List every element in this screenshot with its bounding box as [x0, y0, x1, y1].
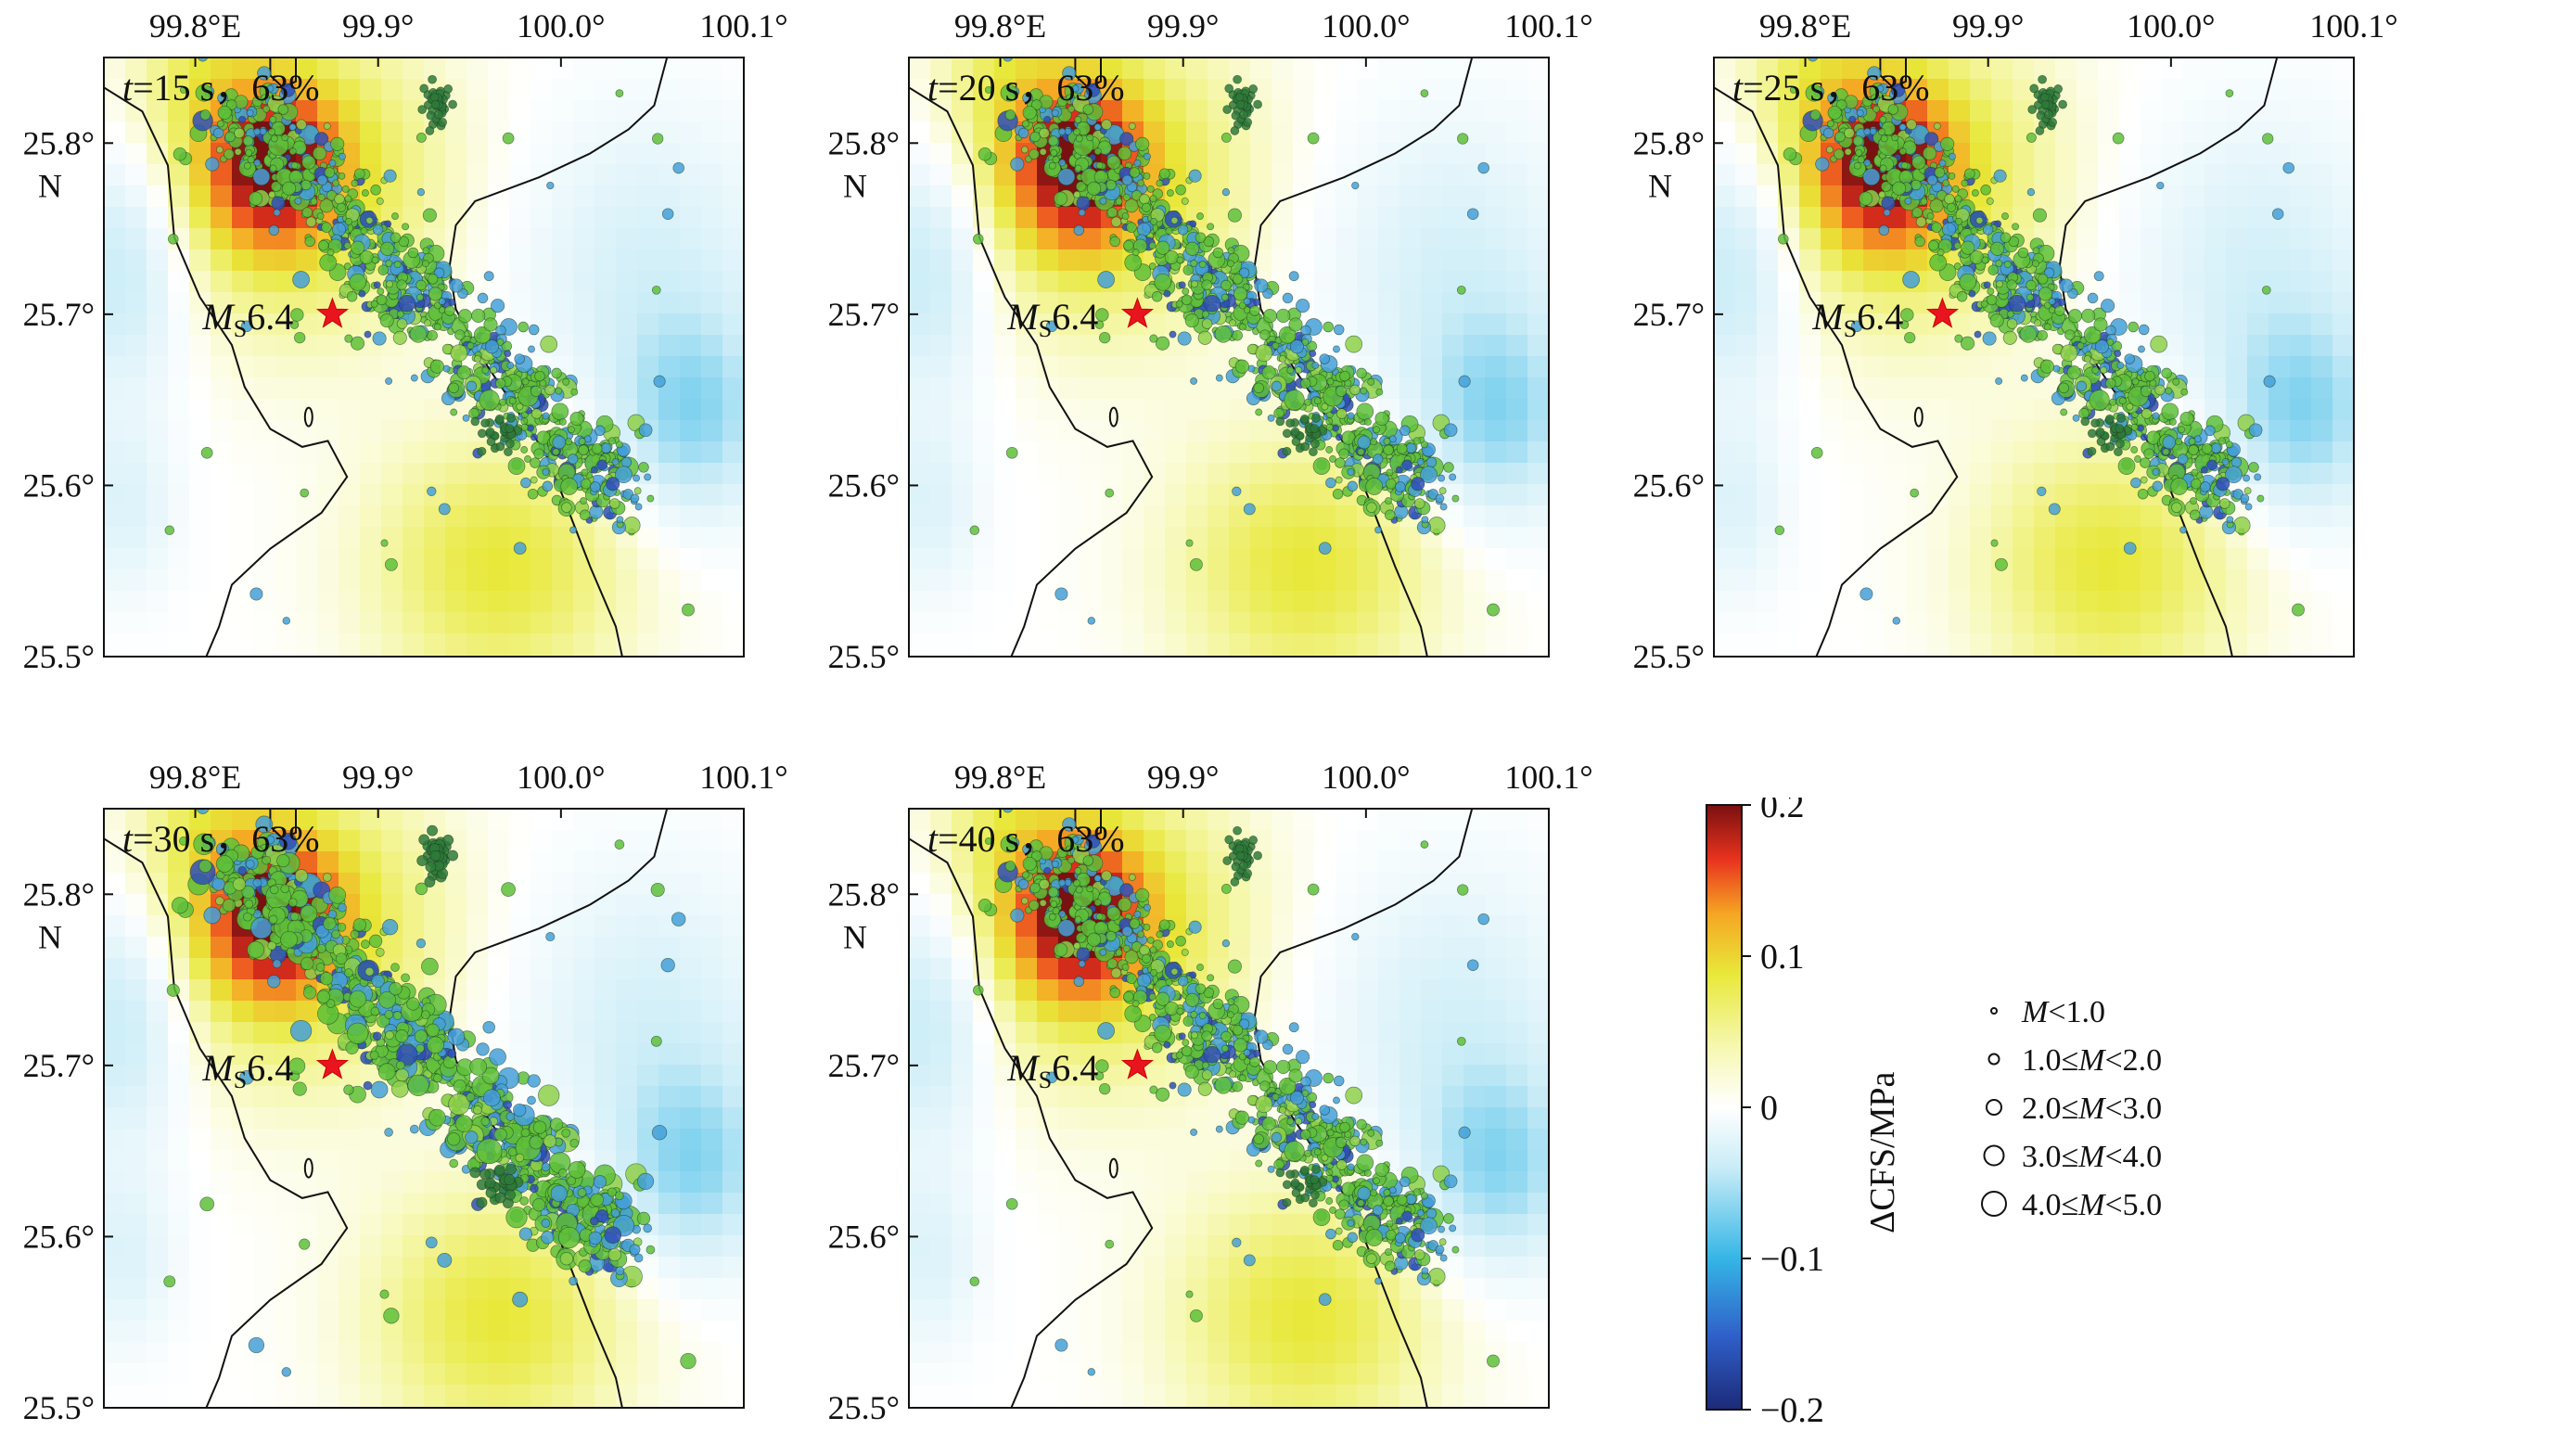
stress-field	[1714, 26, 2355, 677]
epicenter-label: MS6.4	[201, 296, 293, 342]
panel-time-label: t=20 s，63%	[927, 67, 1125, 109]
colorbar-tick-label: −0.2	[1760, 1391, 1824, 1428]
legend-circle	[1982, 1192, 2006, 1216]
legend-label: 2.0≤M<3.0	[2022, 1092, 2162, 1126]
lat-N-label: N	[38, 918, 62, 955]
lon-tick-label: 99.9°	[342, 759, 414, 796]
stress-field	[104, 26, 745, 677]
epicenter-label: MS6.4	[1006, 1047, 1098, 1093]
stress-field	[909, 777, 1550, 1428]
colorbar-title: ΔCFS/MPa	[1863, 1071, 1902, 1233]
stress-field	[909, 26, 1550, 677]
lat-tick-label: 25.5°	[1633, 638, 1705, 675]
lat-tick-label: 25.5°	[23, 1389, 95, 1426]
lat-tick-label: 25.8°	[828, 875, 900, 913]
lat-tick-label: 25.7°	[23, 296, 95, 333]
lon-tick-label: 99.8°E	[149, 7, 241, 45]
legend-circle	[1989, 1054, 2000, 1065]
lat-tick-label: 25.7°	[828, 296, 900, 333]
legend-label: 4.0≤M<5.0	[2022, 1188, 2162, 1222]
lon-tick-label: 100.0°	[517, 7, 605, 45]
panel-time-label: t=15 s，63%	[122, 67, 320, 109]
lon-tick-label: 100.0°	[517, 759, 605, 796]
lat-tick-label: 25.6°	[828, 1218, 900, 1255]
lon-tick-label: 99.9°	[1952, 7, 2024, 45]
lon-tick-label: 100.0°	[1322, 7, 1410, 45]
colorbar-tick-label: 0	[1760, 1089, 1778, 1128]
legend-circle	[1987, 1100, 2001, 1115]
legend-label: M<1.0	[2021, 995, 2105, 1029]
colorbar-title-box: ΔCFS/MPa	[1855, 983, 1911, 1261]
colorbar-tick-label: −0.1	[1760, 1240, 1824, 1279]
panel-time-label: t=25 s，63%	[1732, 67, 1930, 109]
lat-tick-label: 25.6°	[828, 466, 900, 504]
stress-field	[104, 775, 745, 1427]
lat-tick-label: 25.5°	[828, 638, 900, 675]
legend-circle	[1991, 1008, 1997, 1014]
legend-circle	[1985, 1146, 2004, 1166]
lat-tick-label: 25.6°	[23, 466, 95, 504]
legend-label: 3.0≤M<4.0	[2022, 1140, 2162, 1174]
lon-tick-label: 99.9°	[342, 7, 414, 45]
lon-tick-label: 99.9°	[1147, 7, 1219, 45]
lon-tick-label: 99.8°E	[149, 759, 241, 796]
lon-tick-label: 100.1°	[1504, 759, 1592, 796]
lon-tick-label: 99.8°E	[1759, 7, 1851, 45]
lat-N-label: N	[38, 167, 62, 204]
map-panel-1: MS6.4 99.8°E 99.9° 100.0° 100.1° 25.8° N 25.7° 2…	[0, 0, 798, 705]
map-panel-2: MS6.4 99.8°E 99.9° 100.0° 100.1° 25.8° N 25.7° 2…	[805, 0, 1603, 705]
map-panel-5: MS6.4 99.8°E 99.9° 100.0° 100.1° 25.8° N 25.7° 2…	[805, 751, 1603, 1456]
lat-tick-label: 25.7°	[1633, 296, 1705, 333]
lon-tick-label: 100.1°	[699, 7, 787, 45]
lat-N-label: N	[843, 918, 867, 955]
map-panel-3: MS6.4 99.8°E 99.9° 100.0° 100.1° 25.8° N 25.7° 2…	[1610, 0, 2408, 705]
lat-tick-label: 25.6°	[23, 1218, 95, 1255]
lat-tick-label: 25.8°	[1633, 124, 1705, 161]
lat-tick-label: 25.6°	[1633, 466, 1705, 504]
lat-tick-label: 25.5°	[828, 1389, 900, 1426]
magnitude-legend: M<1.0 1.0≤M<2.0 2.0≤M<3.0 3.0≤M<4.0 4.0≤M<5.…	[1975, 983, 2281, 1233]
map-panel-4: MS6.4 99.8°E 99.9° 100.0° 100.1° 25.8° N 25.7° 2…	[0, 751, 798, 1456]
lat-tick-label: 25.7°	[23, 1047, 95, 1084]
panel-time-label: t=40 s，63%	[927, 818, 1125, 860]
lat-tick-label: 25.8°	[828, 124, 900, 161]
lat-N-label: N	[843, 167, 867, 204]
lon-tick-label: 99.8°E	[954, 759, 1046, 796]
lon-tick-label: 99.8°E	[954, 7, 1046, 45]
epicenter-label: MS6.4	[1811, 296, 1903, 342]
epicenter-label: MS6.4	[1006, 296, 1098, 342]
lon-tick-label: 100.0°	[2127, 7, 2215, 45]
lon-tick-label: 100.1°	[1504, 7, 1592, 45]
legend-label: 1.0≤M<2.0	[2022, 1043, 2162, 1078]
lon-tick-label: 100.1°	[699, 759, 787, 796]
lon-tick-label: 100.0°	[1322, 759, 1410, 796]
lat-tick-label: 25.5°	[23, 638, 95, 675]
lat-tick-label: 25.7°	[828, 1047, 900, 1084]
lon-tick-label: 99.9°	[1147, 759, 1219, 796]
colorbar-gradient	[1706, 805, 1742, 1410]
lon-tick-label: 100.1°	[2309, 7, 2397, 45]
epicenter-label: MS6.4	[201, 1047, 293, 1093]
lat-N-label: N	[1648, 167, 1672, 204]
lat-tick-label: 25.8°	[23, 124, 95, 161]
colorbar-tick-label: 0.1	[1760, 938, 1805, 977]
panel-time-label: t=30 s，63%	[122, 818, 320, 860]
colorbar-tick-label: 0.2	[1760, 798, 1805, 825]
lat-tick-label: 25.8°	[23, 875, 95, 913]
